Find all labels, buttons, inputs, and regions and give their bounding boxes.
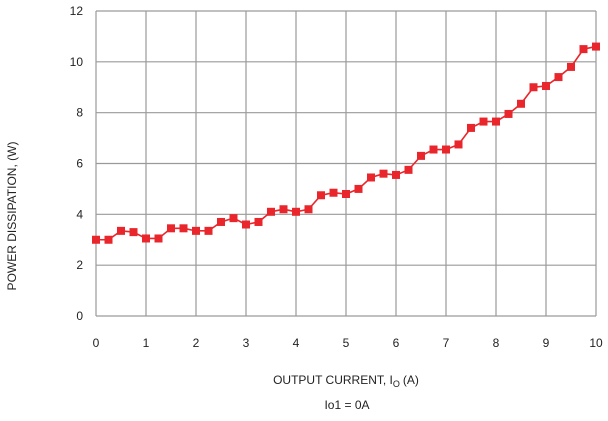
x-tick-label: 2 <box>193 336 200 350</box>
data-point <box>442 146 450 154</box>
y-tick-label: 4 <box>76 207 83 221</box>
data-point <box>505 110 513 118</box>
grid <box>96 11 596 316</box>
data-point <box>142 234 150 242</box>
x-axis-title: OUTPUT CURRENT, IO (A) <box>273 373 419 389</box>
data-point <box>305 205 313 213</box>
data-point <box>180 224 188 232</box>
x-tick-label: 3 <box>243 336 250 350</box>
x-axis-title-main: OUTPUT CURRENT, I <box>273 373 393 387</box>
data-point <box>430 146 438 154</box>
x-tick-label: 4 <box>293 336 300 350</box>
x-axis-title-unit: (A) <box>403 373 419 387</box>
data-point <box>105 236 113 244</box>
data-point <box>542 82 550 90</box>
x-tick-label: 5 <box>343 336 350 350</box>
y-tick-label: 0 <box>76 309 83 323</box>
y-tick-label: 12 <box>70 4 84 18</box>
data-point <box>167 224 175 232</box>
data-point <box>480 118 488 126</box>
x-tick-label: 8 <box>493 336 500 350</box>
data-point <box>467 124 475 132</box>
data-point <box>355 185 363 193</box>
y-axis-title: POWER DISSIPATION, (W) <box>5 142 19 291</box>
data-point <box>580 45 588 53</box>
data-point <box>367 173 375 181</box>
data-point <box>567 63 575 71</box>
data-point <box>592 43 600 51</box>
data-point <box>342 190 350 198</box>
data-point <box>130 228 138 236</box>
data-point <box>292 208 300 216</box>
data-point <box>405 166 413 174</box>
x-tick-label: 1 <box>143 336 150 350</box>
x-tick-label: 6 <box>393 336 400 350</box>
data-point <box>492 118 500 126</box>
data-point <box>192 227 200 235</box>
x-tick-label: 10 <box>589 336 603 350</box>
data-point <box>267 208 275 216</box>
data-point <box>330 189 338 197</box>
x-tick-label: 0 <box>93 336 100 350</box>
y-tick-label: 6 <box>76 157 83 171</box>
data-point <box>205 227 213 235</box>
data-point <box>517 100 525 108</box>
data-point <box>417 152 425 160</box>
data-point <box>530 83 538 91</box>
chart-caption: Io1 = 0A <box>324 398 369 412</box>
x-tick-label: 9 <box>543 336 550 350</box>
data-point <box>255 218 263 226</box>
data-point <box>92 236 100 244</box>
data-point <box>392 171 400 179</box>
data-point <box>455 140 463 148</box>
data-point <box>117 227 125 235</box>
y-tick-label: 10 <box>70 55 84 69</box>
data-point <box>230 214 238 222</box>
y-tick-label: 2 <box>76 258 83 272</box>
data-point <box>280 205 288 213</box>
x-axis-title-subscript: O <box>393 379 400 389</box>
x-tick-label: 7 <box>443 336 450 350</box>
data-point <box>317 191 325 199</box>
data-point <box>242 221 250 229</box>
y-tick-label: 8 <box>76 106 83 120</box>
data-point <box>155 234 163 242</box>
data-point <box>380 170 388 178</box>
data-point <box>217 218 225 226</box>
data-point <box>555 73 563 81</box>
